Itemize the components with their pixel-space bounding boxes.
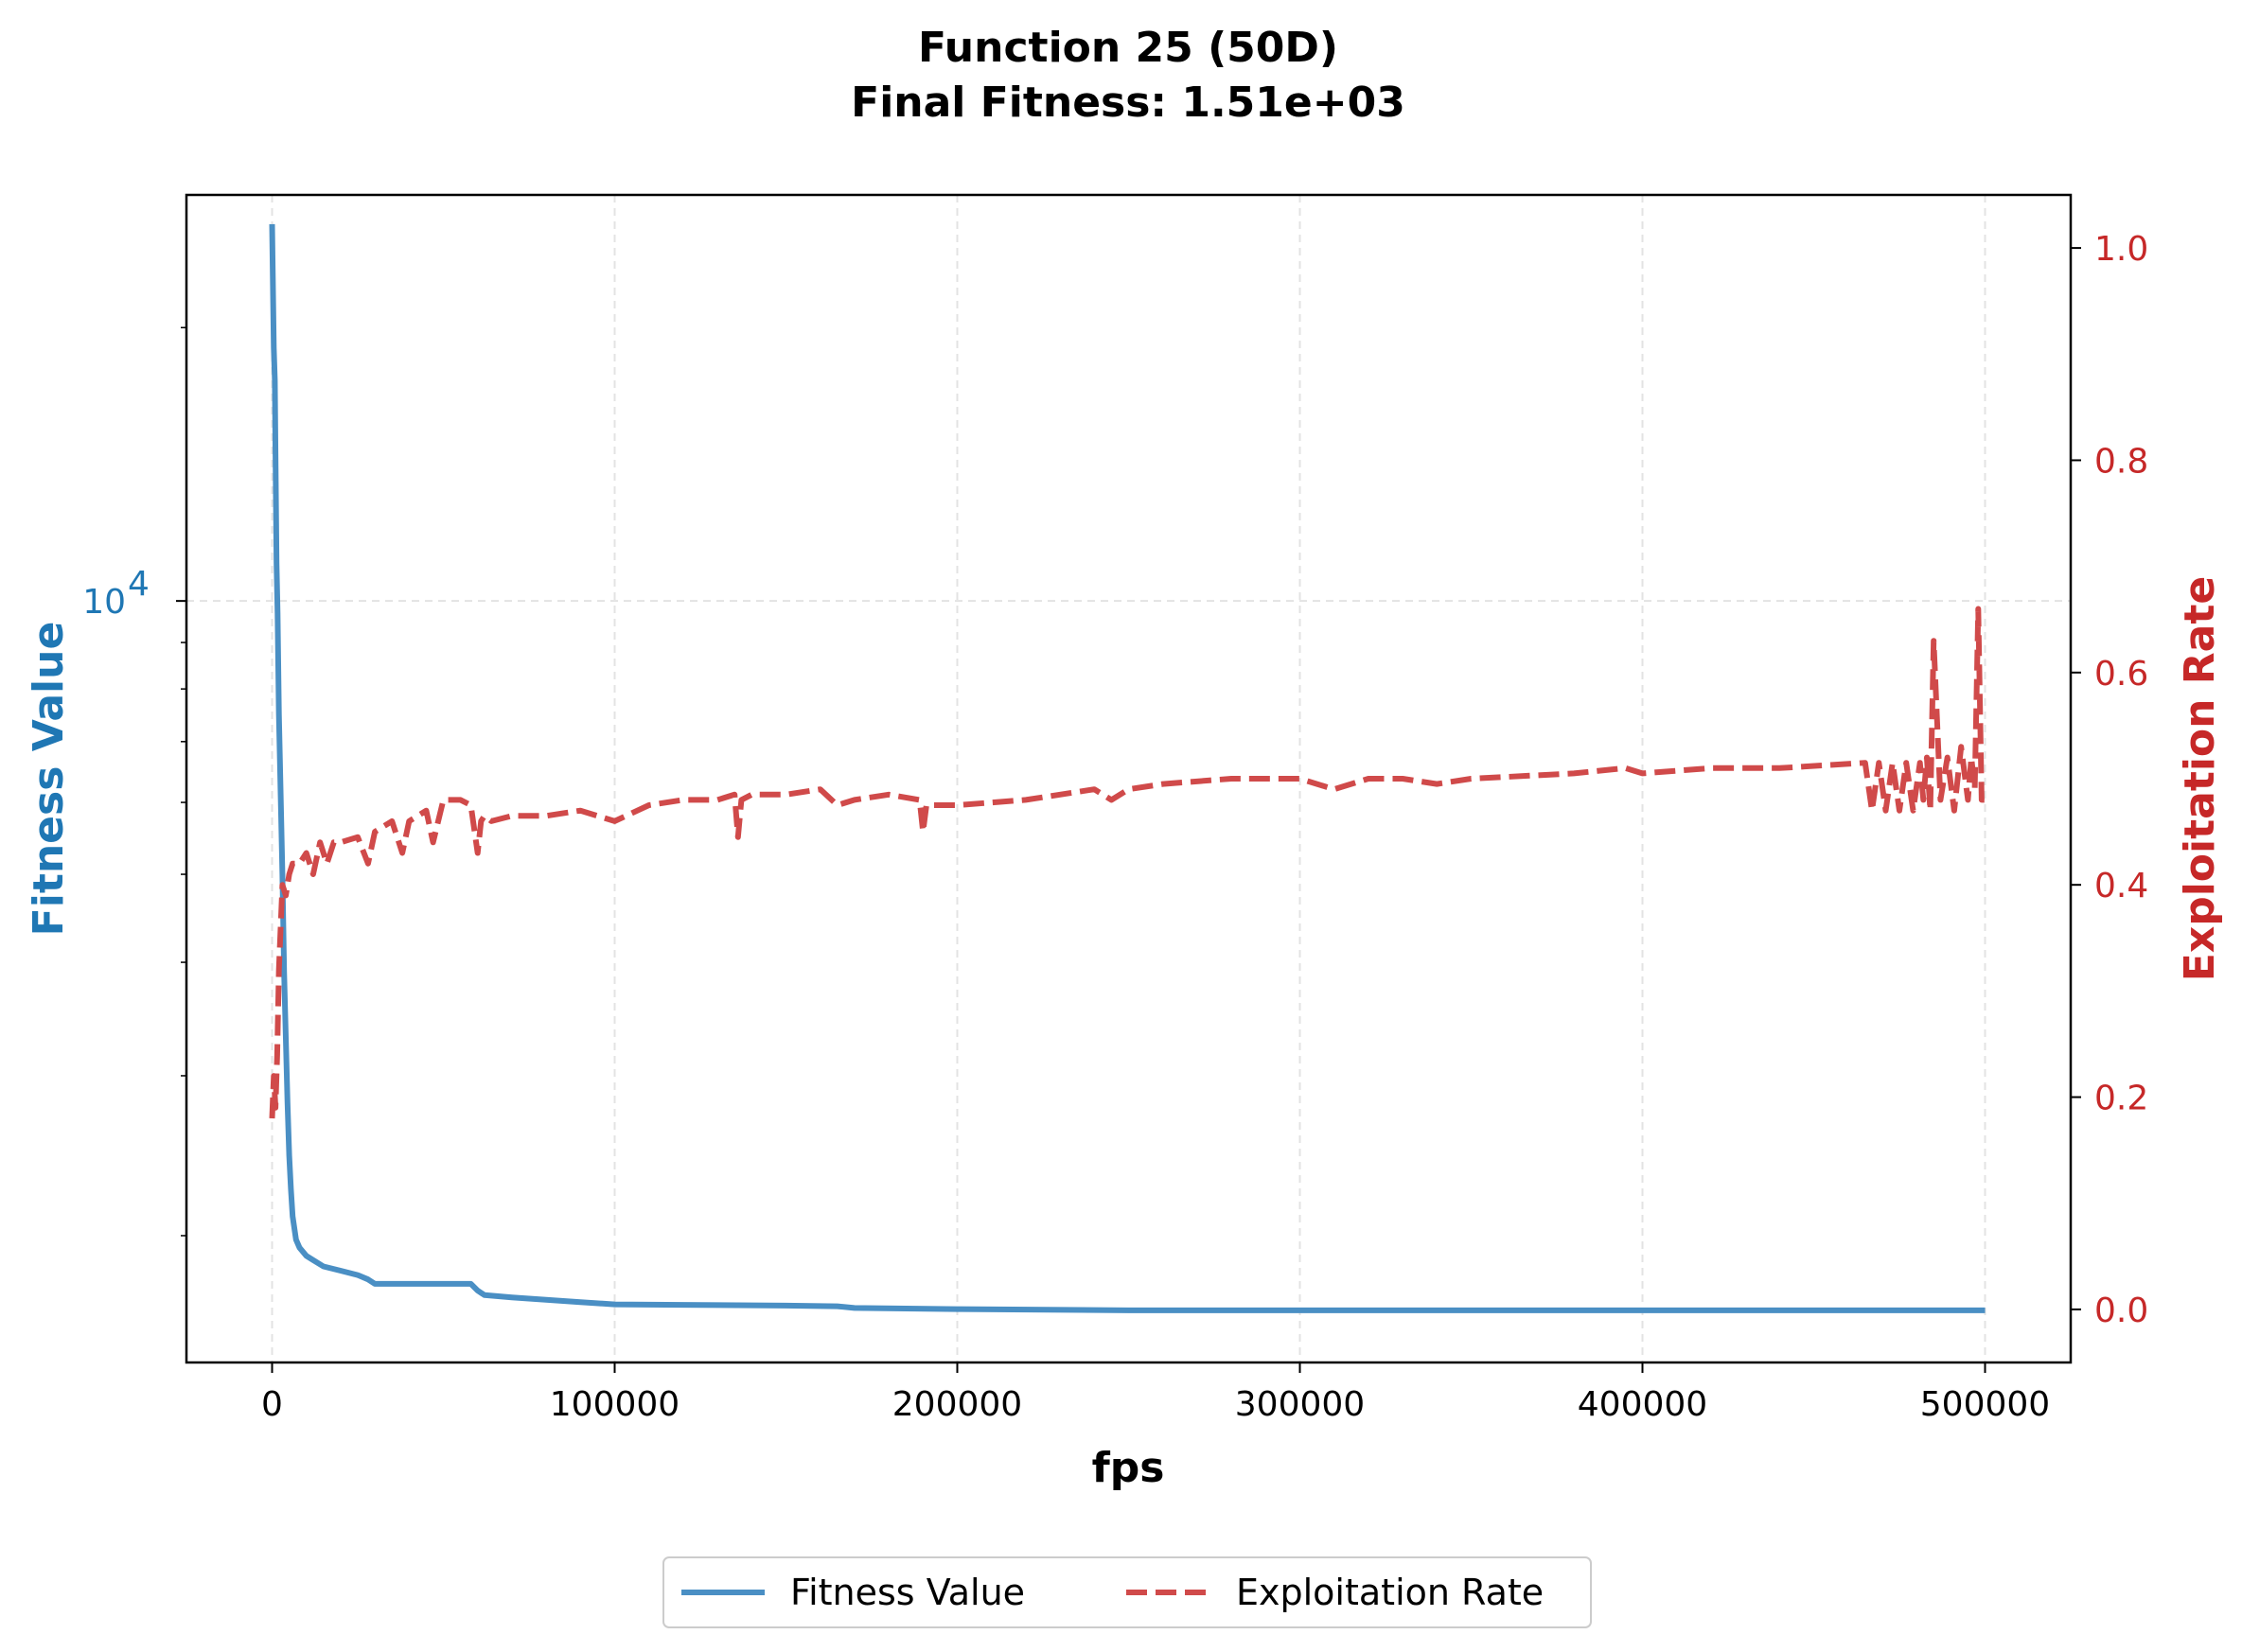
x-tick-label: 100000 [550,1385,680,1424]
y-right-tick-label: 0.4 [2094,867,2148,905]
legend-label-exploitation-rate: Exploitation Rate [1236,1572,1544,1613]
y-right-tick-label: 1.0 [2094,230,2148,269]
y-left-tick-exponent: 4 [128,565,150,604]
series-layer [269,223,1986,1313]
y-axis-right-label: Exploitation Rate [2176,576,2224,981]
x-tick-label: 200000 [892,1385,1022,1424]
plot-frame [185,193,2073,1364]
grid-lines [186,195,2071,1362]
chart-title: Function 25 (50D) [918,24,1338,72]
x-tick-label: 500000 [1920,1385,2050,1424]
y-axis-left: 10 4 [82,326,186,1237]
x-tick-label: 400000 [1578,1385,1707,1424]
y-left-tick-label: 10 [82,583,126,622]
series-line-fitness-value [269,223,1986,1313]
series-line-exploitation-rate [269,606,1986,1119]
legend: Fitness Value Exploitation Rate [662,1556,1592,1628]
y-axis-right: 0.0 0.2 0.4 0.6 0.8 1.0 [2071,230,2148,1330]
x-axis-label: fps [1092,1444,1165,1492]
y-axis-left-label: Fitness Value [25,622,73,937]
x-tick-label: 0 [261,1385,283,1424]
y-right-tick-label: 0.2 [2094,1080,2148,1118]
legend-label-fitness-value: Fitness Value [790,1572,1025,1613]
x-axis: 0 100000 200000 300000 400000 500000 [261,1362,2050,1424]
y-right-tick-label: 0.0 [2094,1292,2148,1330]
y-right-tick-label: 0.8 [2094,442,2148,481]
chart-subtitle: Final Fitness: 1.51e+03 [851,79,1405,127]
x-tick-label: 300000 [1235,1385,1365,1424]
y-right-tick-label: 0.6 [2094,655,2148,694]
